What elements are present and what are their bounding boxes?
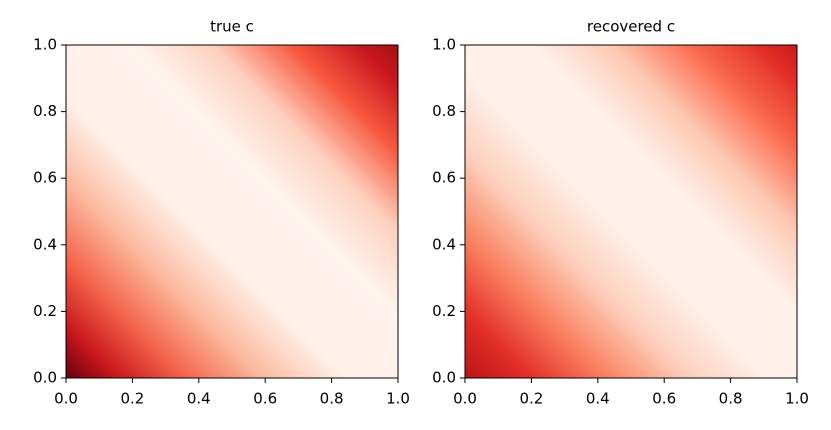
x-tick-label: 0.4 bbox=[586, 390, 610, 408]
x-tick-label: 0.8 bbox=[719, 390, 743, 408]
y-tick-label: 0.2 bbox=[432, 302, 456, 320]
y-tick-label: 0.8 bbox=[432, 102, 456, 120]
axes-frame bbox=[464, 44, 798, 379]
heatmap bbox=[465, 45, 797, 378]
axes-frame bbox=[65, 44, 399, 379]
x-tick-label: 0.0 bbox=[453, 390, 477, 408]
x-tick-label: 0.4 bbox=[187, 390, 211, 408]
chart-title: recovered c bbox=[587, 18, 675, 36]
y-tick-label: 0.6 bbox=[33, 169, 57, 187]
x-tick-label: 0.2 bbox=[519, 390, 543, 408]
x-tick-label: 0.6 bbox=[652, 390, 676, 408]
y-tick-label: 0.8 bbox=[33, 102, 57, 120]
y-tick-label: 1.0 bbox=[432, 36, 456, 54]
x-tick-label: 1.0 bbox=[386, 390, 410, 408]
y-tick-label: 0.0 bbox=[432, 369, 456, 387]
y-tick-label: 0.0 bbox=[33, 369, 57, 387]
heatmap bbox=[66, 45, 398, 378]
x-tick-label: 1.0 bbox=[785, 390, 809, 408]
y-tick-label: 0.6 bbox=[432, 169, 456, 187]
y-tick-label: 1.0 bbox=[33, 36, 57, 54]
y-tick-label: 0.4 bbox=[432, 235, 456, 253]
x-tick-label: 0.8 bbox=[320, 390, 344, 408]
x-tick-label: 0.0 bbox=[54, 390, 78, 408]
y-tick-label: 0.2 bbox=[33, 302, 57, 320]
chart-title: true c bbox=[210, 18, 254, 36]
y-tick-label: 0.4 bbox=[33, 235, 57, 253]
x-tick-label: 0.2 bbox=[120, 390, 144, 408]
x-tick-label: 0.6 bbox=[253, 390, 277, 408]
